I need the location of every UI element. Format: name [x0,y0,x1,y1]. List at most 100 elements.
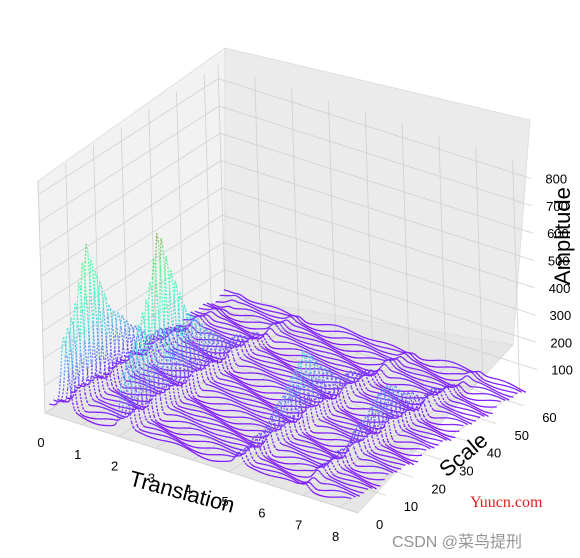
grid-line-x [475,147,484,380]
surface-segment [319,382,323,397]
surface-segment [443,378,446,380]
surface-segment [221,331,224,334]
surface-segment [257,364,260,367]
surface-segment [239,331,242,334]
surface-segment [352,416,355,419]
surface-segment [311,357,314,359]
surface-segment [501,398,504,401]
surface-segment [138,326,142,330]
surface-segment [395,362,398,366]
surface-segment [416,418,419,422]
surface-segment [354,417,357,419]
surface-segment [214,372,217,377]
surface-segment [206,346,209,357]
surface-segment [303,323,306,326]
surface-segment [461,388,465,392]
surface-segment [219,351,223,362]
surface-segment [413,376,416,379]
surface-segment [328,396,331,399]
surface-segment [265,400,268,403]
surface-segment [243,382,246,384]
surface-segment [400,370,403,373]
surface-segment [412,355,415,359]
surface-segment [423,392,426,395]
surface-segment [467,369,471,372]
surface-segment [222,337,225,340]
surface-segment [459,391,462,395]
surface-segment [349,370,352,373]
surface-segment [411,362,414,365]
surface-segment [197,341,201,355]
surface-segment [359,392,363,395]
surface-segment [273,372,276,374]
surface-segment [219,361,222,364]
surface-segment [295,338,298,341]
surface-segment [350,333,353,336]
surface-segment [402,405,406,412]
surface-segment [341,354,344,357]
surface-segment [349,363,352,366]
surface-segment [301,396,304,399]
surface-segment [166,351,169,353]
surface-segment [480,411,483,414]
surface-segment [261,346,264,350]
surface-segment [242,335,245,339]
surface-segment [329,344,332,347]
surface-segment [250,300,253,303]
surface-segment [219,316,222,319]
surface-segment [447,409,450,411]
surface-segment [235,334,238,337]
surface-segment [400,367,403,370]
surface-segment [215,375,219,379]
surface-segment [300,324,303,326]
surface-segment [358,370,361,373]
surface-segment [325,412,328,417]
surface-segment [424,366,427,369]
surface-segment [280,387,283,389]
surface-segment [269,370,272,373]
surface-segment [341,357,344,360]
surface-segment [354,393,357,396]
surface-segment [429,442,432,444]
surface-segment [429,426,433,429]
surface-segment [396,349,399,352]
surface-segment [183,341,186,344]
surface-segment [406,361,410,363]
surface-segment [248,302,251,305]
surface-segment [214,352,218,363]
surface-segment [293,339,296,342]
surface-segment [321,337,324,340]
surface-segment [162,345,165,350]
surface-segment [405,378,408,381]
surface-segment [324,368,328,375]
grid-line-z [39,132,221,250]
surface-segment [311,329,314,332]
surface-segment [469,369,472,372]
surface-segment [451,361,454,364]
surface-segment [308,330,311,333]
surface-segment [307,326,310,328]
surface-segment [375,348,378,351]
surface-segment [357,379,361,386]
surface-segment [215,338,219,346]
surface-segment [399,353,402,356]
surface-segment [368,347,371,350]
surface-segment [329,410,332,415]
surface-segment [330,341,333,344]
surface-segment [316,358,319,361]
surface-segment [373,352,376,355]
surface-segment [454,391,458,394]
surface-segment [448,404,451,407]
surface-segment [454,410,457,412]
surface-segment [264,371,267,373]
surface-segment [204,326,207,329]
surface-segment [160,340,164,346]
surface-segment [227,340,230,343]
surface-segment [318,360,321,363]
surface-segment [259,307,262,310]
surface-segment [211,377,215,381]
surface-segment [262,335,265,339]
surface-segment [281,381,284,384]
surface-segment [366,343,370,346]
surface-segment [326,363,329,366]
